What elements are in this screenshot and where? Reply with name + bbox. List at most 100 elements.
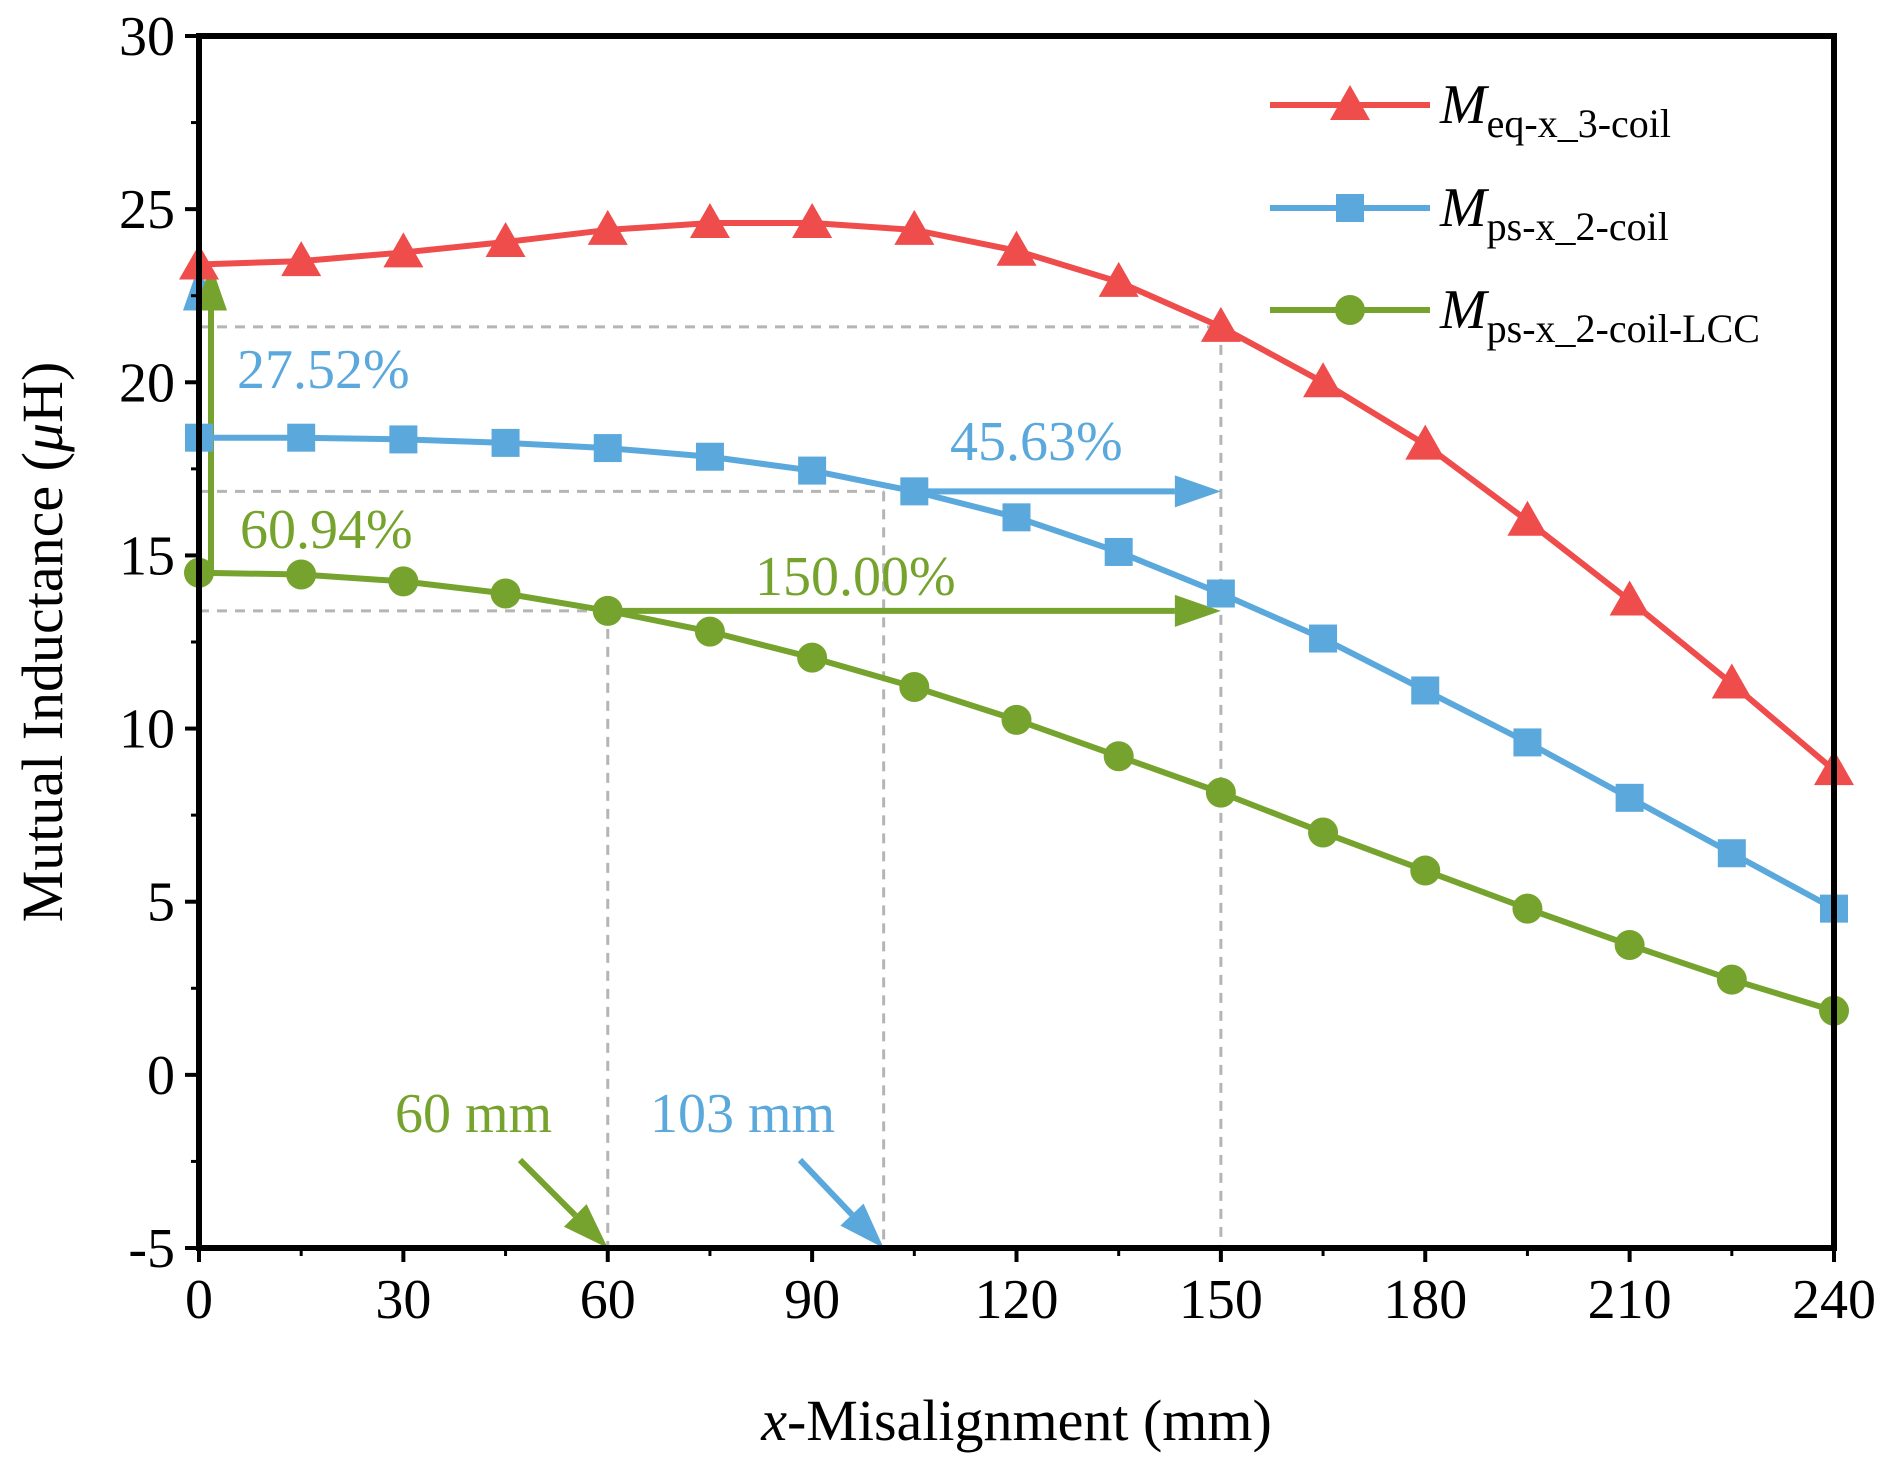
data-point-triangle (1507, 500, 1548, 536)
legend-item-m-ps-x-2-coil: Mps-x_2-coil (1270, 177, 1669, 249)
data-point-square (1717, 839, 1746, 868)
data-point-circle (388, 566, 419, 597)
x-tick-label: 30 (375, 1269, 431, 1331)
data-point-square (287, 423, 316, 452)
legend-label: Meq-x_3-coil (1439, 74, 1671, 146)
data-point-square (1513, 728, 1542, 757)
data-point-triangle (1711, 663, 1752, 699)
annotation-arrows (183, 264, 1221, 1248)
legend-label: Mps-x_2-coil-LCC (1439, 279, 1760, 351)
x-axis-title: x-Misalignment (mm) (760, 1388, 1272, 1453)
series-line (198, 569, 1835, 1014)
arrow-103-mm (797, 1157, 884, 1248)
data-point-triangle (1200, 306, 1241, 342)
arrow-shaft (517, 1157, 578, 1218)
data-point-circle (490, 578, 521, 609)
data-point-triangle (792, 202, 833, 238)
arrow-head (840, 1203, 884, 1248)
y-tick-label: 0 (147, 1045, 175, 1107)
y-axis-ticks: -5 0 5 10 15 20 25 30 (119, 6, 199, 1280)
annotation-60-94-percent: 60.94% (240, 499, 413, 561)
annotation-103-mm: 103 mm (650, 1083, 835, 1145)
y-tick-label: 15 (119, 525, 175, 587)
data-point-circle (1205, 777, 1236, 808)
y-tick-label: 25 (119, 179, 175, 241)
x-tick-label: 180 (1383, 1269, 1467, 1331)
data-point-circle (1308, 817, 1339, 848)
data-point-triangle (1330, 85, 1370, 120)
data-point-square (695, 442, 724, 471)
y-tick-label: 10 (119, 699, 175, 761)
y-tick-label: 20 (119, 352, 175, 414)
arrow-head (1174, 594, 1221, 627)
legend-item-m-eq-x-3-coil: Meq-x_3-coil (1270, 74, 1671, 146)
x-tick-label: 60 (580, 1269, 636, 1331)
data-point-circle (592, 595, 623, 626)
data-point-circle (694, 616, 725, 647)
data-point-circle (1512, 893, 1543, 924)
x-tick-label: 150 (1179, 1269, 1263, 1331)
data-point-triangle (894, 209, 935, 245)
data-point-square (593, 434, 622, 463)
y-axis-title: Mutual Inductance (μH) (10, 362, 75, 923)
arrow-shaft (797, 1157, 855, 1217)
x-tick-label: 240 (1792, 1269, 1876, 1331)
data-point-triangle (281, 241, 322, 277)
y-tick-label: 30 (119, 6, 175, 68)
arrow-150-percent (607, 594, 1221, 627)
annotation-150-percent: 150.00% (755, 546, 956, 608)
data-point-circle (1716, 964, 1747, 995)
legend-label: Mps-x_2-coil (1439, 177, 1669, 249)
legend-item-m-ps-x-2-coil-lcc: Mps-x_2-coil-LCC (1270, 279, 1760, 351)
data-point-square (1206, 579, 1235, 608)
data-point-square (1309, 624, 1338, 653)
data-point-circle (1103, 741, 1134, 772)
data-point-circle (899, 672, 930, 703)
arrow-head (195, 264, 227, 311)
data-point-triangle (689, 202, 730, 238)
x-tick-label: 0 (185, 1269, 213, 1331)
data-point-square (1104, 537, 1133, 566)
data-point-triangle (485, 222, 526, 258)
series-circle (184, 557, 1849, 1026)
data-point-triangle (1405, 424, 1446, 460)
data-point-triangle (1303, 362, 1344, 398)
arrow-60-mm (517, 1157, 608, 1248)
data-point-circle (286, 559, 317, 590)
annotation-27-52-percent: 27.52% (237, 339, 410, 401)
legend: Meq-x_3-coil Mps-x_2-coil Mps-x_2-coil-L… (1270, 74, 1760, 351)
data-point-circle (1335, 295, 1365, 325)
arrow-head (563, 1204, 608, 1248)
data-point-square (1336, 194, 1364, 222)
x-tick-label: 210 (1588, 1269, 1672, 1331)
series-triangle (179, 202, 1854, 786)
data-point-square (1002, 503, 1031, 532)
annotation-60-mm: 60 mm (395, 1083, 552, 1145)
data-point-circle (797, 642, 828, 673)
data-point-circle (1614, 930, 1645, 960)
data-point-triangle (1609, 580, 1650, 616)
data-point-square (798, 456, 827, 485)
data-point-square (389, 425, 418, 454)
data-point-square (900, 477, 929, 506)
y-tick-label: 5 (147, 872, 175, 934)
x-tick-label: 90 (784, 1269, 840, 1331)
x-tick-label: 120 (975, 1269, 1059, 1331)
arrow-45-63-percent (914, 475, 1221, 508)
data-point-square (1411, 676, 1440, 705)
data-point-triangle (1098, 261, 1139, 297)
reference-lines (199, 325, 1223, 1248)
series-group (179, 202, 1854, 1026)
data-point-triangle (383, 232, 424, 268)
x-axis-ticks: 0 30 60 90 120 150 180 210 240 (185, 1248, 1876, 1331)
series-square (185, 423, 1848, 923)
data-point-triangle (587, 209, 628, 245)
data-point-triangle (996, 230, 1037, 266)
data-point-square (491, 428, 520, 457)
annotation-45-63-percent: 45.63% (950, 411, 1123, 473)
data-point-circle (1001, 704, 1032, 735)
y-tick-label: -5 (128, 1218, 175, 1280)
data-point-square (1615, 783, 1644, 812)
data-point-circle (1410, 855, 1441, 886)
